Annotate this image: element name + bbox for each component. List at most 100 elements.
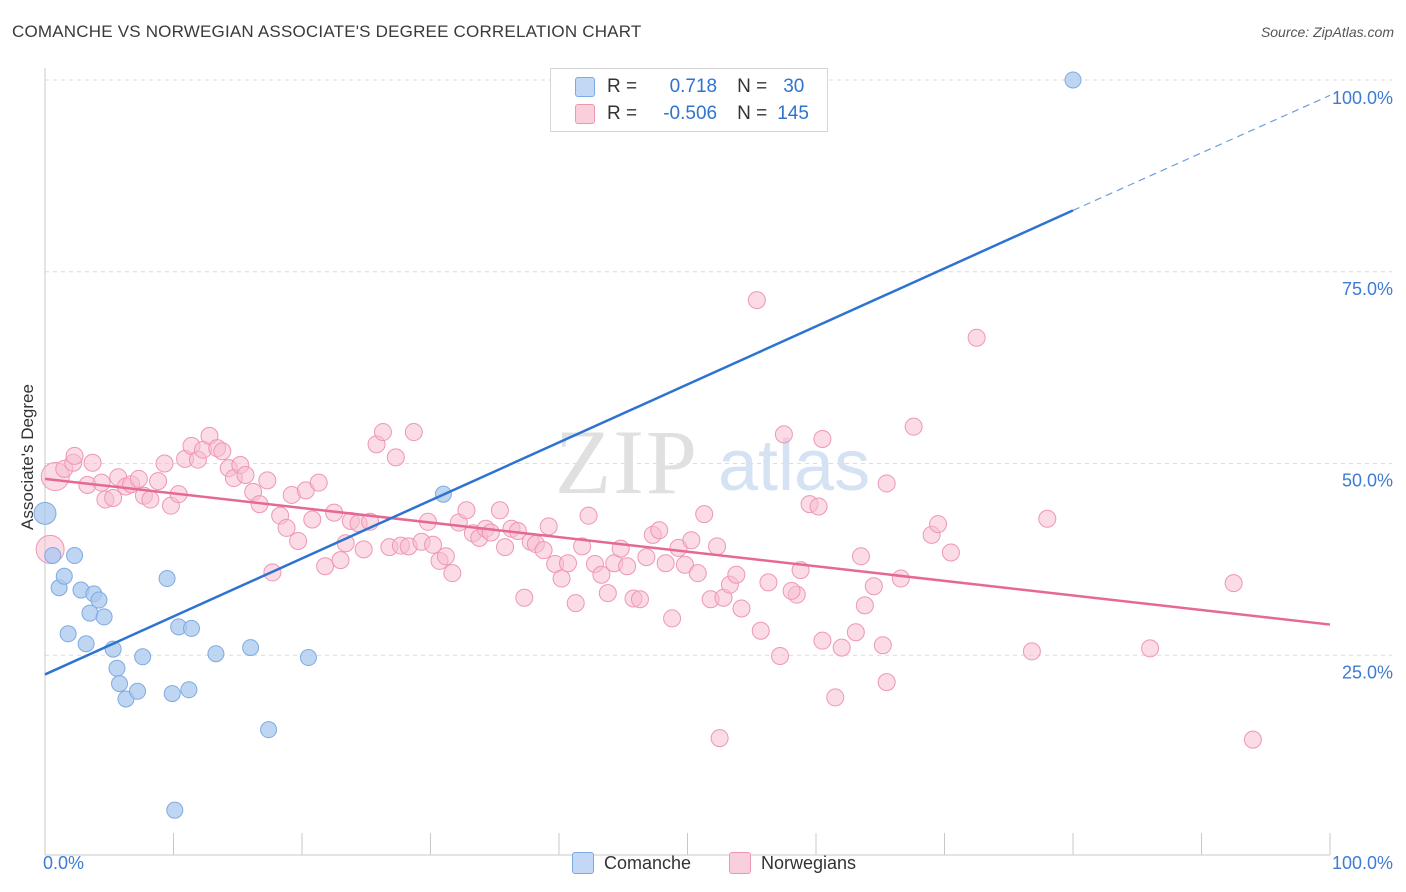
norwegian-point [65,446,84,465]
norwegian-point [373,423,392,442]
norwegian-point [771,647,790,666]
comanche-point [55,567,73,585]
norwegian-point [846,623,865,642]
y-tick-label: 100.0% [1332,88,1393,108]
norwegian-point [732,599,751,618]
y-tick-label: 50.0% [1342,471,1393,491]
comanche-point [66,547,84,565]
norwegian-point [891,569,910,588]
norwegians-r-value: -0.506 [663,103,718,124]
norwegian-point [424,535,443,554]
norwegian-point [864,577,883,596]
comanche-legend-label: Comanche [604,852,692,873]
legend-r-label: R = [607,103,638,124]
watermark: ZIP atlas [555,411,870,513]
norwegian-point [877,474,896,493]
norwegian-point [534,541,553,560]
norwegian-point [1022,642,1041,661]
comanche-point [111,675,129,693]
norwegian-point [104,489,123,508]
norwegian-point [141,490,160,509]
correlation-legend: R = 0.718 N = 30 R = -0.506 N = 145 [550,68,828,132]
norwegian-point [809,497,828,516]
norwegian-point [404,423,423,442]
norwegians-swatch-icon [575,104,595,124]
norwegian-point [552,569,571,588]
norwegian-point [436,547,455,566]
norwegian-point [316,557,335,576]
norwegian-trend-line [44,477,1331,626]
comanche-swatch-icon [575,77,595,97]
x-tick-label: 0.0% [43,853,84,873]
comanche-point [182,619,200,637]
norwegian-point [579,506,598,525]
y-axis-title: Associate's Degree [18,384,37,530]
comanche-point [207,645,225,663]
trend-lines [44,94,1331,676]
norwegian-point [1141,639,1160,658]
norwegian-point [813,429,832,448]
comanche-point [59,625,77,643]
norwegian-point [303,510,322,529]
norwegian-point [663,609,682,628]
comanche-point [90,591,108,609]
norwegian-point [566,594,585,613]
norwegian-point [650,521,669,540]
comanche-point [77,635,95,653]
norwegian-point [929,515,948,534]
norwegian-point [92,473,111,492]
norwegian-point [386,448,405,467]
norwegian-point [618,557,637,576]
norwegian-point [1243,730,1262,749]
norwegian-point [277,518,296,537]
comanche-point [134,648,152,666]
norwegian-point [539,517,558,536]
norwegian-point [747,291,766,310]
norwegian-point [774,425,793,444]
norwegian-point [481,523,500,542]
norwegian-point [213,442,232,461]
comanche-trend-extension [1072,94,1331,211]
norwegian-point [129,469,148,488]
norwegian-point [855,596,874,615]
bottom-legend-comanche: Comanche [572,852,691,874]
norwegian-point [832,638,851,657]
comanche-point [163,685,181,703]
comanche-point [242,639,260,657]
comanche-point [1064,71,1082,89]
norwegian-point [236,466,255,485]
norwegian-point [708,537,727,556]
norwegian-point [83,453,102,472]
comanche-trend-line [44,209,1074,676]
norwegian-point [688,564,707,583]
norwegian-point [457,501,476,520]
norwegian-point [1038,509,1057,528]
comanche-point [33,501,57,525]
legend-n-label: N = [737,76,768,97]
norwegian-point [155,454,174,473]
norwegian-point [675,555,694,574]
legend-n-label: N = [737,103,768,124]
norwegian-point [782,581,801,600]
norwegian-point [490,501,509,520]
watermark-atlas: atlas [718,426,870,506]
norwegians-legend-label: Norwegians [761,852,857,873]
comanche-point [299,649,317,667]
norwegian-point [813,631,832,650]
norwegian-point [309,473,328,492]
norwegian-point [826,688,845,707]
norwegian-point [558,554,577,573]
y-tick-label: 75.0% [1342,279,1393,299]
norwegian-point [515,588,534,607]
chart-title: COMANCHE VS NORWEGIAN ASSOCIATE'S DEGREE… [12,22,642,41]
norwegian-point [873,636,892,655]
norwegian-point [967,328,986,347]
norwegian-point [751,621,770,640]
x-tick-label: 100.0% [1332,853,1393,873]
norwegian-point [759,573,778,592]
norwegian-point [443,564,462,583]
bottom-legend-norwegians: Norwegians [729,852,856,874]
comanche-n-value: 30 [783,76,805,97]
comanche-point [129,682,147,700]
